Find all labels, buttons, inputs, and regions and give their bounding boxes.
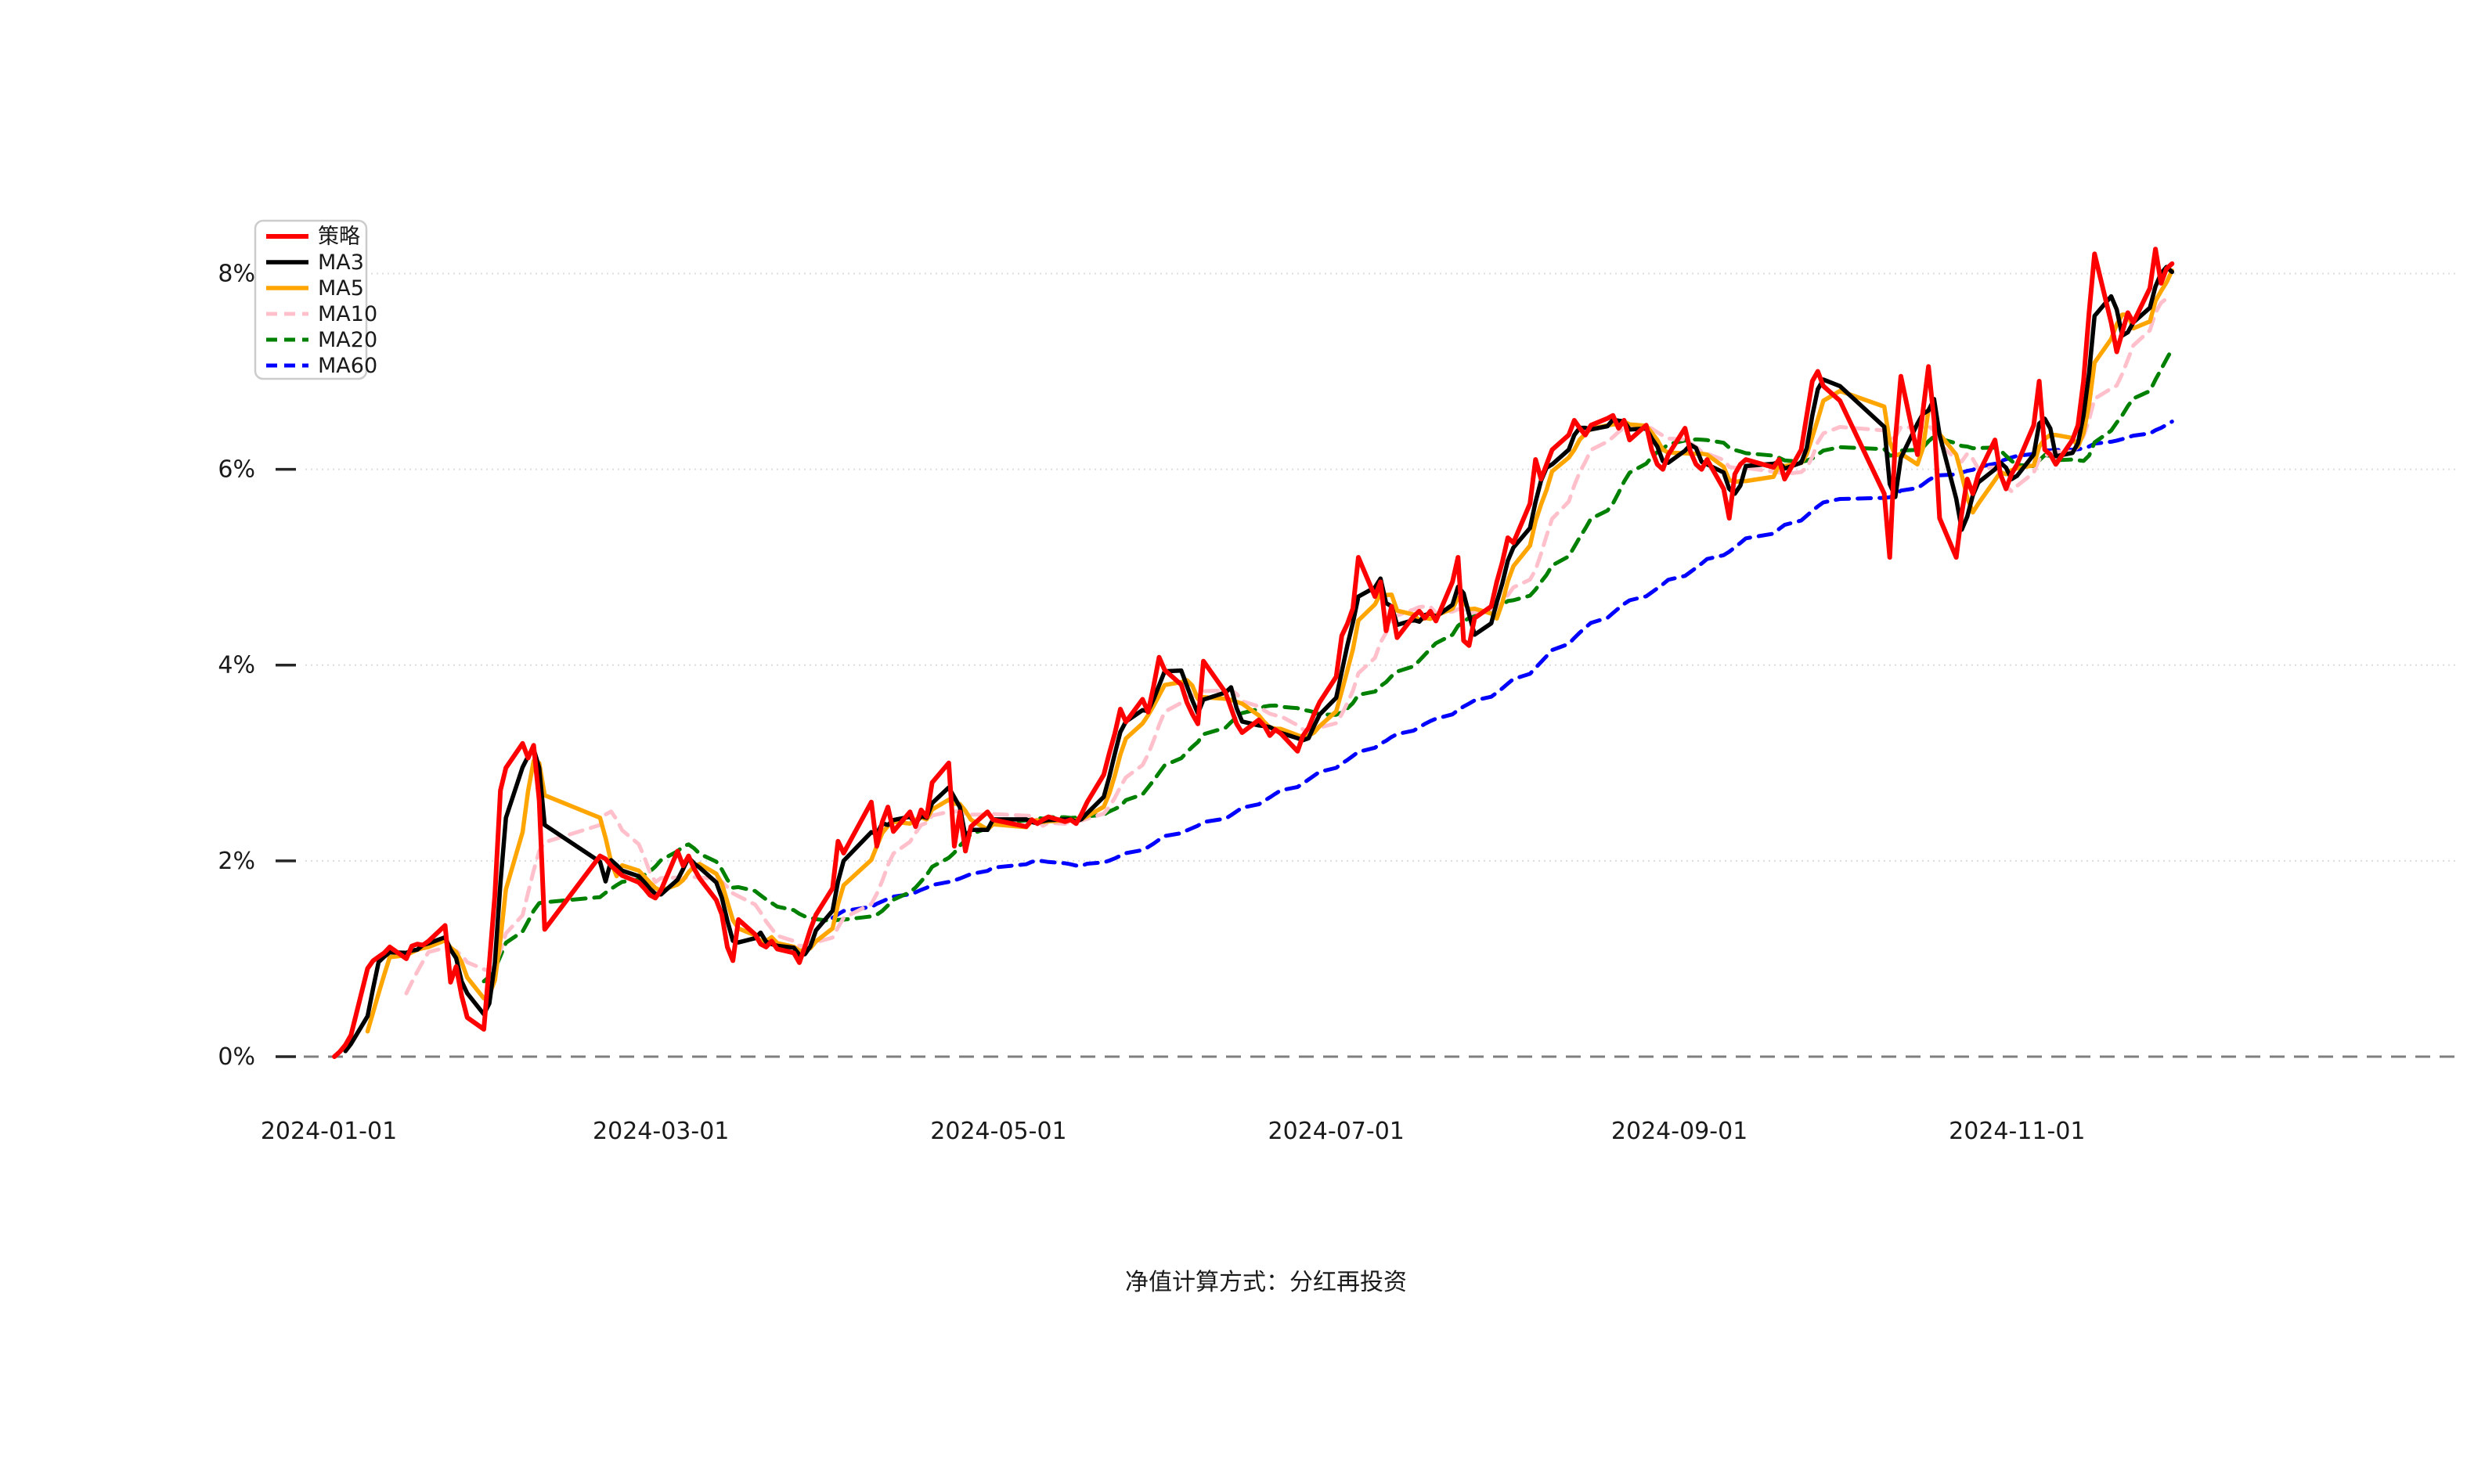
y-tick-label: 0% bbox=[218, 1043, 255, 1071]
y-axis: 0% 2% 4% 6% 8% bbox=[218, 260, 296, 1071]
x-tick-label: 2024-11-01 bbox=[1949, 1118, 2085, 1145]
caption-text: 净值计算方式：分红再投资 bbox=[1125, 1269, 1407, 1296]
legend-label-MA5: MA5 bbox=[318, 276, 364, 301]
series-line-MA60 bbox=[830, 420, 2174, 920]
legend-label-MA10: MA10 bbox=[318, 302, 377, 326]
legend-label-MA3: MA3 bbox=[318, 250, 364, 275]
series-line-MA20 bbox=[481, 347, 2174, 984]
y-tick-label: 2% bbox=[218, 848, 255, 875]
legend-label-策略: 策略 bbox=[318, 225, 360, 249]
x-tick-label: 2024-09-01 bbox=[1611, 1118, 1747, 1145]
x-tick-label: 2024-05-01 bbox=[930, 1118, 1066, 1145]
x-tick-label: 2024-03-01 bbox=[593, 1118, 729, 1145]
y-tick-label: 6% bbox=[218, 456, 255, 484]
series-line-策略 bbox=[332, 247, 2175, 1059]
y-tick-label: 4% bbox=[218, 652, 255, 679]
legend-label-MA60: MA60 bbox=[318, 354, 377, 378]
x-axis: 2024-01-01 2024-03-01 2024-05-01 2024-07-01… bbox=[261, 1118, 2086, 1145]
y-tick-label: 8% bbox=[218, 260, 255, 287]
legend-label-MA20: MA20 bbox=[318, 328, 377, 352]
x-tick-label: 2024-07-01 bbox=[1268, 1118, 1405, 1145]
x-tick-label: 2024-01-01 bbox=[261, 1118, 397, 1145]
series-lines bbox=[332, 247, 2175, 1059]
gridlines bbox=[305, 272, 2458, 862]
